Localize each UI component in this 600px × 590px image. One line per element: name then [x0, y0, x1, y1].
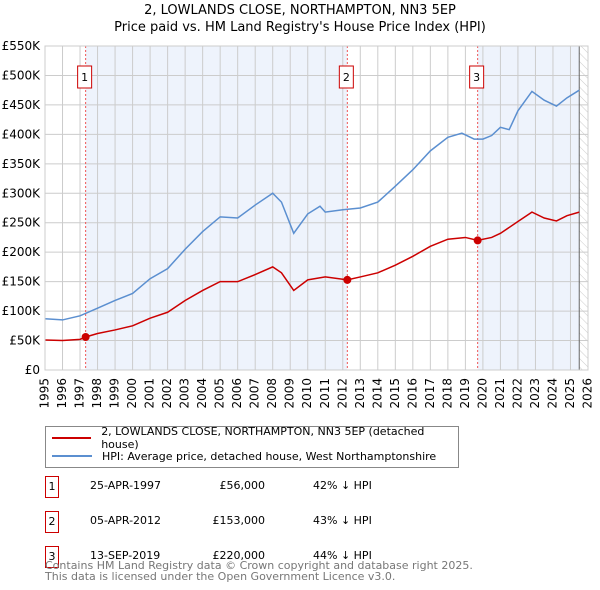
transaction-badge: 3: [45, 546, 59, 568]
x-tick-label: 2026: [581, 378, 595, 409]
sale-marker-badge: [338, 65, 354, 89]
transaction-price: £220,000: [212, 549, 266, 562]
transaction-date: 25-APR-1997: [90, 479, 162, 492]
y-tick-label: £300K: [2, 186, 42, 200]
x-tick-label: 2012: [335, 378, 349, 409]
x-tick-label: 2020: [475, 378, 489, 409]
shaded-region: [477, 46, 580, 370]
x-tick-label: 2007: [248, 378, 262, 409]
sale-marker-label: 3: [473, 71, 480, 84]
x-tick-label: 2022: [510, 378, 524, 409]
x-tick-label: 2010: [300, 378, 314, 409]
x-tick-label: 2006: [230, 378, 244, 409]
transaction-diff: 44% ↓ HPI: [313, 549, 372, 562]
transaction-diff: 42% ↓ HPI: [313, 479, 372, 492]
y-tick-label: £100K: [2, 304, 42, 318]
y-tick-label: £0: [25, 363, 40, 377]
x-tick-label: 2009: [283, 378, 297, 409]
x-tick-label: 2016: [405, 378, 419, 409]
x-tick-label: 2004: [195, 378, 209, 409]
x-tick-label: 2003: [178, 378, 192, 409]
chart-title: 2, LOWLANDS CLOSE, NORTHAMPTON, NN3 5EP: [144, 3, 456, 18]
sale-point: [473, 236, 482, 245]
x-tick-label: 2001: [143, 378, 157, 409]
y-tick-label: £250K: [2, 216, 42, 230]
y-tick-label: £350K: [2, 157, 42, 171]
series-line: [44, 89, 580, 321]
x-tick-label: 1995: [38, 378, 52, 409]
plot-border: [44, 45, 589, 371]
x-tick-label: 2018: [440, 378, 454, 409]
price-chart: 1995 1996 1997 1998 1999 2000 2001 2002 2003 2004…: [2, 39, 595, 409]
x-tick-label: 2021: [493, 378, 507, 409]
legend-item-hpi: HPI: Average price, detached house, West…: [52, 448, 436, 464]
x-tick-label: 2019: [458, 378, 472, 409]
footer-line: This data is licensed under the Open Gov…: [45, 570, 396, 583]
x-tick-label: 1996: [55, 378, 69, 409]
sale-point: [343, 275, 352, 284]
x-tick-label: 2015: [388, 378, 402, 409]
transaction-price: £153,000: [212, 514, 266, 527]
x-tick-label: 1997: [73, 378, 87, 409]
x-tick-label: 1999: [108, 378, 122, 409]
x-tick-label: 2000: [125, 378, 139, 409]
y-tick-label: £500K: [2, 68, 42, 82]
footer: Contains HM Land Registry data © Crown c…: [45, 560, 473, 582]
y-tick-label: £550K: [2, 39, 42, 53]
sale-marker-label: 2: [343, 71, 350, 84]
x-tick-label: 2013: [353, 378, 367, 409]
chart-subtitle: Price paid vs. HM Land Registry's House …: [114, 20, 486, 35]
x-tick-label: 2024: [545, 378, 559, 409]
sale-marker-badge: [77, 65, 93, 89]
y-tick-label: £150K: [2, 275, 42, 289]
legend-item-property: 2, LOWLANDS CLOSE, NORTHAMPTON, NN3 5EP …: [52, 425, 458, 451]
shaded-region: [85, 46, 348, 370]
y-tick-label: £450K: [2, 98, 42, 112]
y-tick-label: £200K: [2, 245, 42, 259]
x-tick-label: 2002: [160, 378, 174, 409]
transaction-price: £56,000: [219, 479, 266, 492]
forecast-hatch: [579, 46, 588, 370]
legend-label: HPI: Average price, detached house, West…: [102, 449, 437, 463]
x-tick-label: 1998: [90, 378, 104, 409]
transaction-date: 13-SEP-2019: [90, 549, 161, 562]
x-tick-label: 2017: [423, 378, 437, 409]
transaction-badge: 2: [45, 511, 59, 533]
sale-point: [81, 333, 90, 342]
blue-line-swatch: [52, 455, 92, 457]
series-line: [44, 211, 580, 342]
sale-marker-badge: [469, 65, 485, 89]
transaction-diff: 43% ↓ HPI: [313, 514, 372, 527]
transaction-badge: 1: [45, 476, 59, 498]
footer-line: Contains HM Land Registry data © Crown c…: [45, 559, 473, 572]
red-line-swatch: [52, 437, 92, 439]
y-tick-label: £50K: [9, 334, 41, 348]
x-tick-label: 2023: [528, 378, 542, 409]
transaction-date: 05-APR-2012: [90, 514, 162, 527]
legend: 2, LOWLANDS CLOSE, NORTHAMPTON, NN3 5EP …: [45, 425, 459, 468]
legend-label: 2, LOWLANDS CLOSE, NORTHAMPTON, NN3 5EP …: [101, 425, 425, 451]
x-tick-label: 2011: [318, 378, 332, 409]
y-tick-label: £400K: [2, 127, 42, 141]
x-tick-label: 2008: [265, 378, 279, 409]
x-tick-label: 2005: [213, 378, 227, 409]
x-tick-label: 2014: [370, 378, 384, 409]
sale-marker-label: 1: [81, 71, 88, 84]
x-tick-label: 2025: [563, 378, 577, 409]
